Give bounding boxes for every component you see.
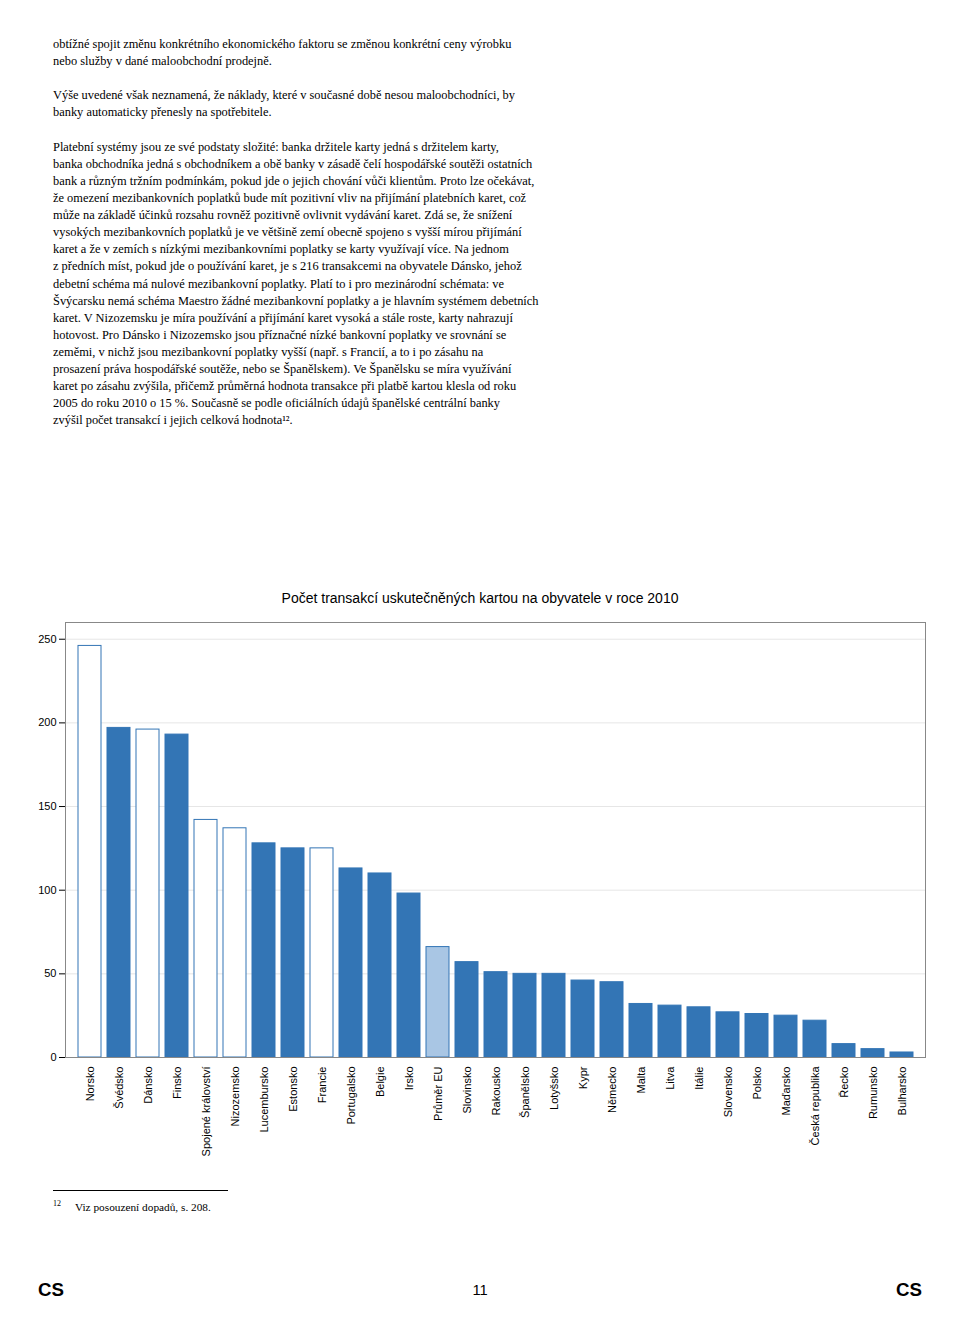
svg-text:Maďarsko: Maďarsko — [780, 1067, 792, 1116]
svg-text:Švédsko: Švédsko — [113, 1067, 125, 1109]
svg-text:Průměr EU: Průměr EU — [432, 1066, 444, 1120]
svg-text:150: 150 — [38, 800, 56, 812]
html-text:Počet transakcí uskutečněných: Počet transakcí uskutečněných kartou na … — [281, 590, 679, 606]
svg-text:Lucembursko: Lucembursko — [258, 1067, 270, 1133]
svg-text:Norsko: Norsko — [84, 1067, 96, 1102]
svg-text:0: 0 — [50, 1051, 56, 1063]
svg-text:Rumunsko: Rumunsko — [867, 1067, 879, 1120]
svg-text:Lotyšsko: Lotyšsko — [548, 1067, 560, 1110]
svg-text:250: 250 — [38, 633, 56, 645]
svg-text:Kypr: Kypr — [577, 1066, 589, 1089]
html-text:11: 11 — [472, 1282, 488, 1298]
svg-text:Dánsko: Dánsko — [142, 1067, 154, 1104]
svg-text:200: 200 — [38, 716, 56, 728]
html-text:Viz posouzení dopadů, s. 208.: Viz posouzení dopadů, s. 208. — [75, 1200, 211, 1213]
svg-text:Belgie: Belgie — [374, 1067, 386, 1098]
svg-text:Irsko: Irsko — [403, 1067, 415, 1091]
svg-text:Polsko: Polsko — [751, 1067, 763, 1100]
svg-text:Nizozemsko: Nizozemsko — [229, 1067, 241, 1127]
html-text:CS: CS — [38, 1279, 64, 1300]
svg-text:Litva: Litva — [664, 1066, 676, 1090]
svg-text:Slovensko: Slovensko — [722, 1067, 734, 1118]
html-text:CS: CS — [896, 1279, 922, 1300]
html-text:12: 12 — [53, 1199, 61, 1208]
svg-text:Portugalsko: Portugalsko — [345, 1067, 357, 1125]
svg-text:Slovinsko: Slovinsko — [461, 1067, 473, 1114]
svg-text:Bulharsko: Bulharsko — [896, 1067, 908, 1116]
svg-text:100: 100 — [38, 884, 56, 896]
svg-text:Rakousko: Rakousko — [490, 1067, 502, 1116]
svg-text:Finsko: Finsko — [171, 1067, 183, 1099]
svg-text:Německo: Německo — [606, 1067, 618, 1113]
html-text:obtížné spojit změnu konkrétní: obtížné spojit změnu konkrétního ekonomi… — [53, 37, 539, 428]
svg-text:Španělsko: Španělsko — [519, 1067, 531, 1118]
svg-text:Řecko: Řecko — [838, 1067, 850, 1098]
svg-text:Francie: Francie — [316, 1067, 328, 1104]
svg-text:Estonsko: Estonsko — [287, 1067, 299, 1112]
svg-text:Malta: Malta — [635, 1066, 647, 1094]
svg-text:50: 50 — [44, 967, 56, 979]
svg-text:Česká republika: Česká republika — [809, 1066, 821, 1146]
svg-text:Spojené království: Spojené království — [200, 1067, 212, 1157]
svg-text:Itálie: Itálie — [693, 1067, 705, 1090]
